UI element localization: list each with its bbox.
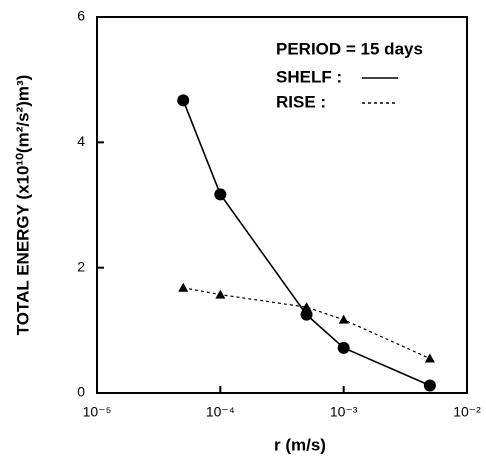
x-tick-label: 10⁻⁵ <box>83 404 112 420</box>
series-line <box>183 287 431 360</box>
marker <box>177 94 190 107</box>
marker <box>300 308 313 321</box>
marker <box>337 341 350 354</box>
marker <box>301 302 312 312</box>
x-tick-label: 10⁻⁴ <box>206 404 235 420</box>
y-tick-label: 4 <box>77 133 85 149</box>
marker <box>423 379 436 392</box>
marker <box>424 353 435 363</box>
annotation: PERIOD = 15 days <box>276 39 423 58</box>
y-axis-label: TOTAL ENERGY (x10¹⁰(m²/s²)m³) <box>13 75 32 336</box>
marker <box>338 314 349 324</box>
x-axis-label: r (m/s) <box>274 435 326 454</box>
x-tick-label: 10⁻³ <box>330 404 358 420</box>
marker <box>178 282 189 292</box>
legend-label: SHELF : <box>276 67 342 86</box>
y-tick-label: 0 <box>77 384 85 400</box>
x-tick-label: 10⁻² <box>453 404 481 420</box>
plot-frame <box>96 16 468 394</box>
y-tick-label: 2 <box>77 258 85 274</box>
series-line <box>182 100 431 387</box>
legend-label: RISE : <box>276 92 326 111</box>
marker <box>215 289 226 299</box>
marker <box>214 188 227 201</box>
y-tick-label: 6 <box>77 8 85 24</box>
